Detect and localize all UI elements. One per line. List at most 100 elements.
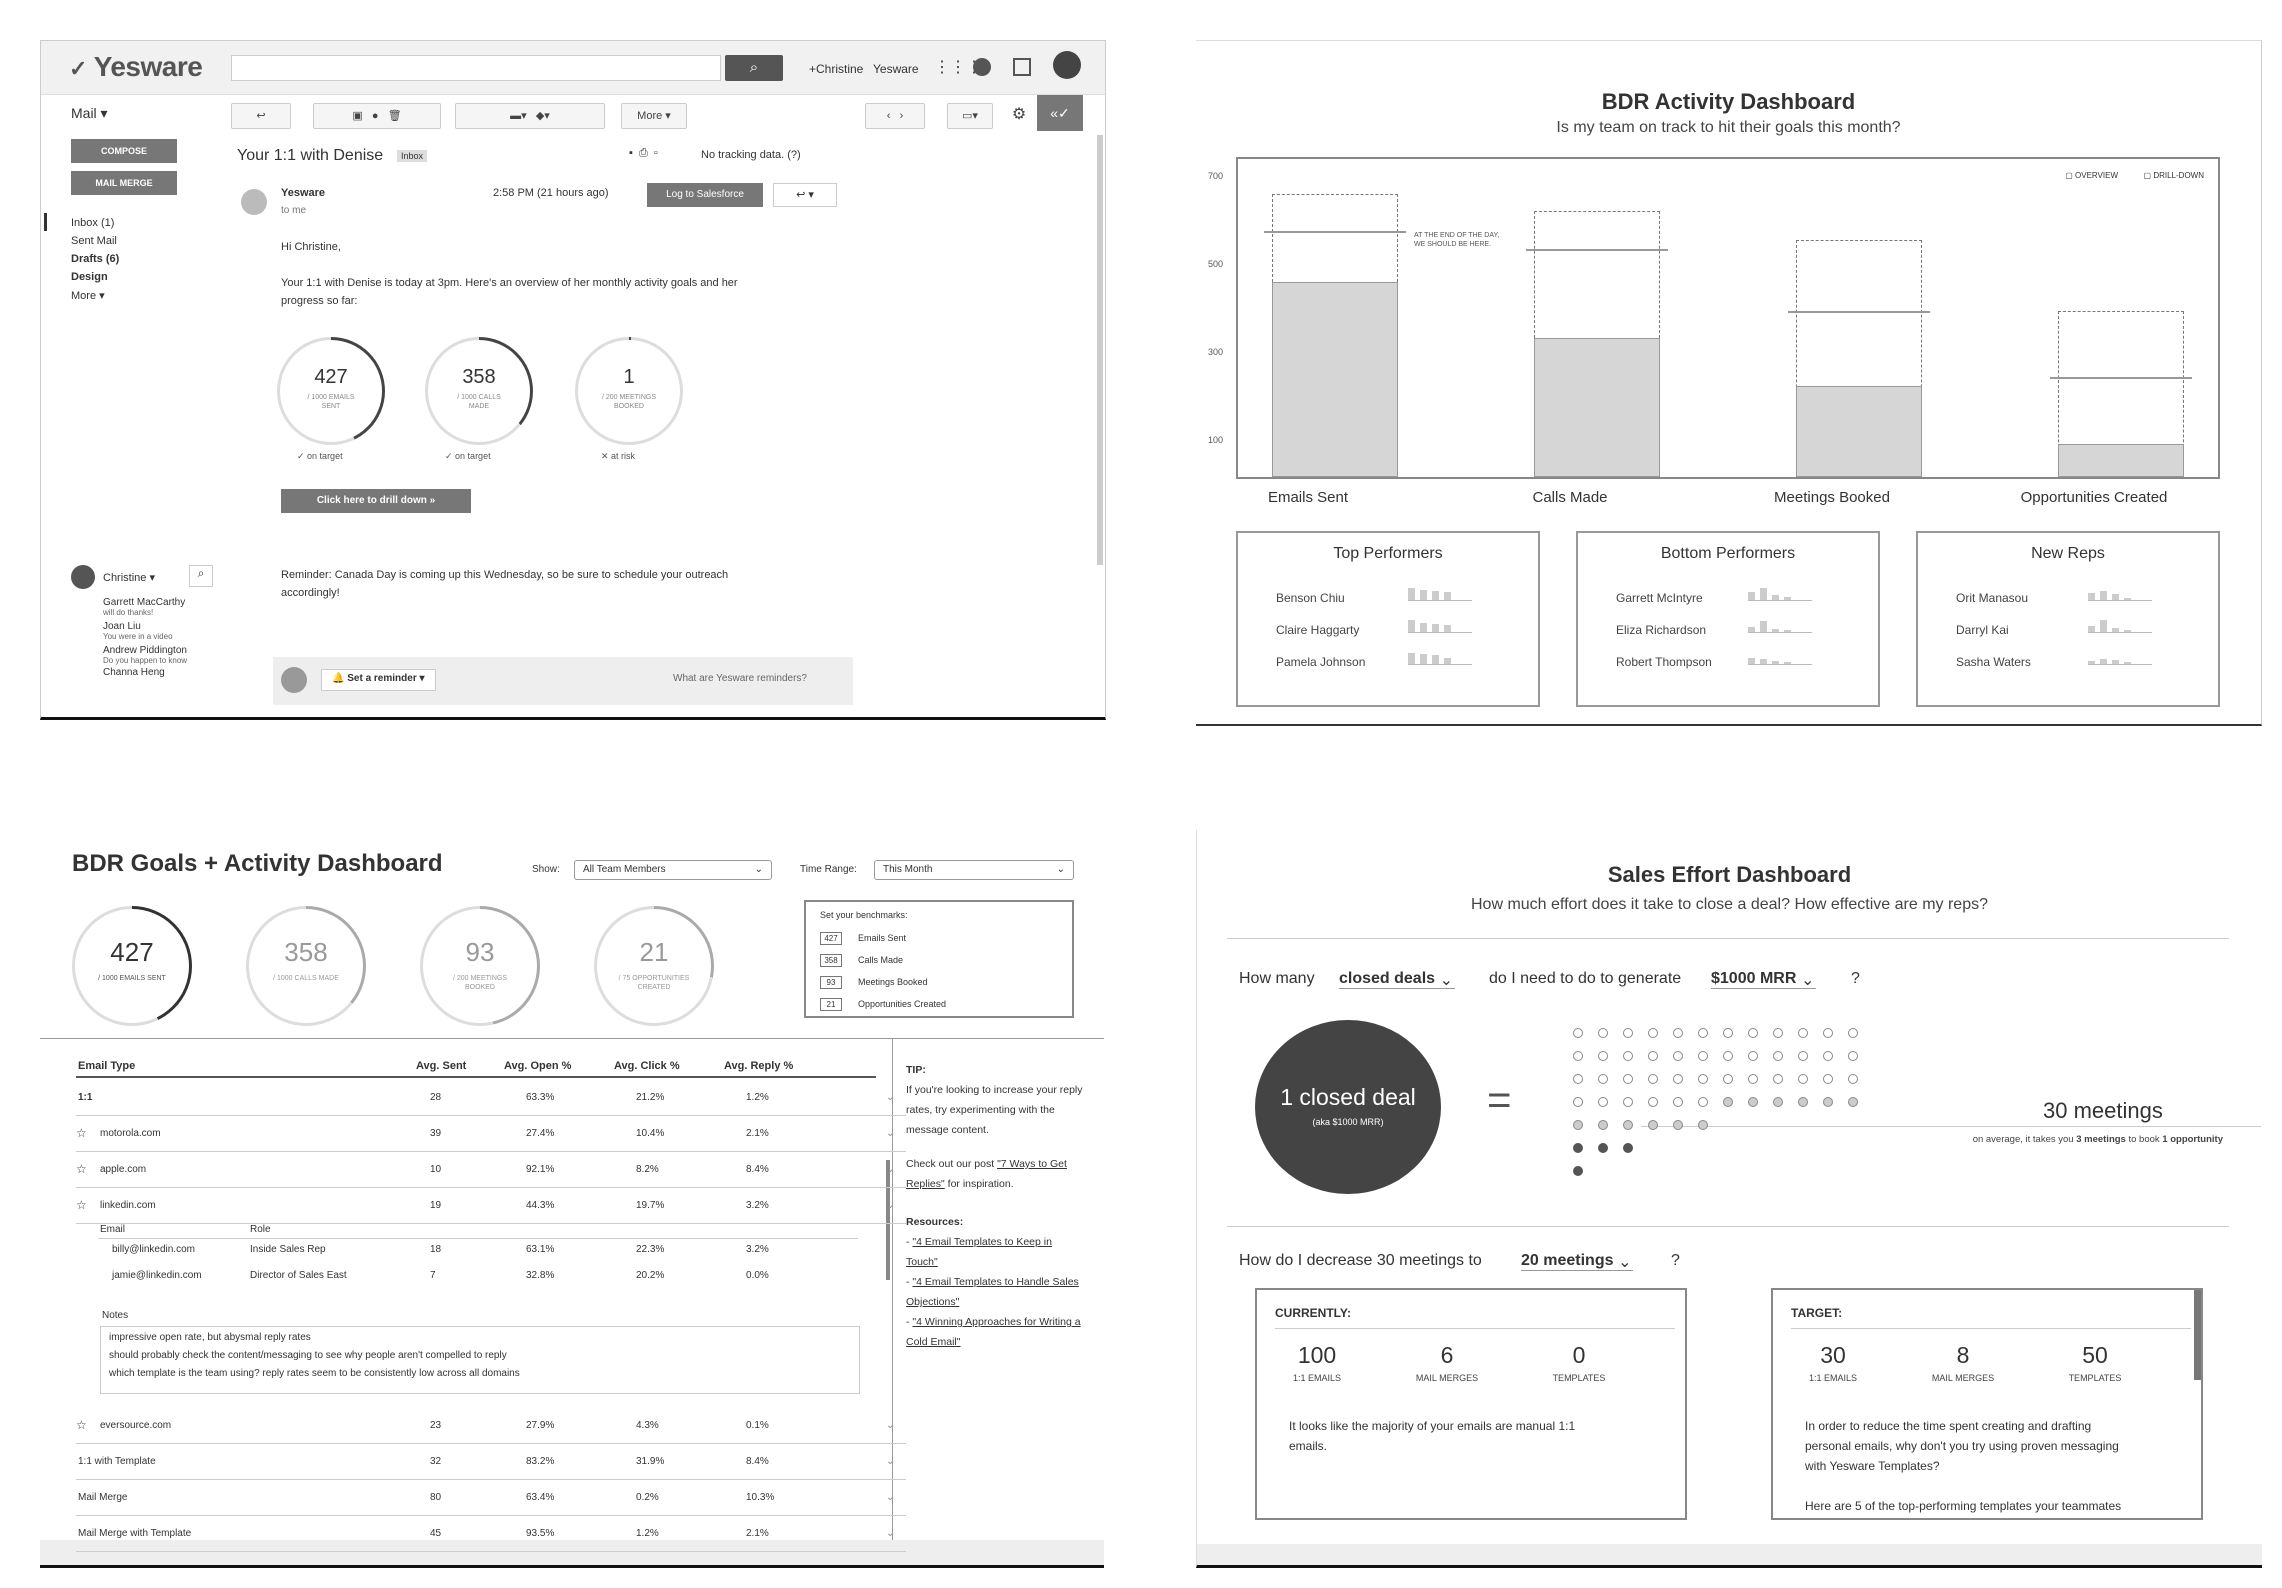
actual-bar[interactable] xyxy=(1796,386,1922,477)
col-header[interactable]: Avg. Reply % xyxy=(724,1060,794,1072)
benchmark-row[interactable]: 21 Opportunities Created xyxy=(820,998,946,1011)
table-row[interactable]: ☆ linkedin.com 19 44.3% 19.7% 3.2% ⌄ xyxy=(76,1188,906,1224)
col-header[interactable]: Avg. Click % xyxy=(614,1060,680,1072)
more-button[interactable]: More ▾ xyxy=(621,103,687,129)
meeting-dot xyxy=(1623,1028,1633,1038)
scrollbar[interactable] xyxy=(1097,135,1103,565)
resource-link[interactable]: "4 Winning Approaches for Writing a Cold… xyxy=(906,1316,1081,1348)
mail-menu[interactable]: Mail ▾ xyxy=(71,105,108,121)
x-label: Opportunities Created xyxy=(2020,489,2168,506)
table-row[interactable]: Mail Merge with Template 45 93.5% 1.2% 2.1% ⌄ xyxy=(76,1516,906,1552)
folder-more[interactable]: More ▾ xyxy=(71,290,105,302)
gear-icon[interactable]: ⚙ xyxy=(1011,106,1027,123)
actual-bar[interactable] xyxy=(1272,282,1398,477)
yesware-sidebar-toggle[interactable]: «✓ xyxy=(1037,95,1083,131)
mrr-dropdown[interactable]: $1000 MRR ⌄ xyxy=(1711,970,1817,989)
search-icon[interactable]: ⌕ xyxy=(189,565,213,587)
recipient[interactable]: to me xyxy=(281,205,307,216)
emails-ring[interactable]: 427/ 1000 EMAILS SENT xyxy=(72,906,192,1026)
compose-button[interactable]: COMPOSE xyxy=(71,139,177,163)
meeting-dot xyxy=(1573,1028,1583,1038)
performer-name[interactable]: Robert Thompson xyxy=(1616,655,1712,669)
benchmark-row[interactable]: 93 Meetings Booked xyxy=(820,976,928,989)
col-header[interactable]: Avg. Sent xyxy=(416,1060,467,1072)
resource-link[interactable]: "4 Email Templates to Handle Sales Objec… xyxy=(906,1276,1079,1308)
chevron-down-icon: ⌄ xyxy=(1800,972,1815,989)
legend-drilldown[interactable]: ▢ DRILL-DOWN xyxy=(2143,171,2204,180)
sub-table-row[interactable]: jamie@linkedin.com Director of Sales East… xyxy=(112,1270,769,1281)
table-row[interactable]: ☆ eversource.com 23 27.9% 4.3% 0.1% ⌄ xyxy=(76,1408,906,1444)
notes-field[interactable]: impressive open rate, but abysmal reply … xyxy=(100,1326,860,1394)
chat-user[interactable]: Christine ▾ xyxy=(103,572,155,584)
notifications-icon[interactable] xyxy=(973,58,991,76)
chat-name[interactable]: Garrett MacCarthy xyxy=(103,597,186,608)
performer-name[interactable]: Darryl Kai xyxy=(1956,623,2009,637)
share-icon[interactable] xyxy=(1013,58,1031,76)
benchmark-row[interactable]: 358 Calls Made xyxy=(820,954,903,967)
apps-grid-icon[interactable]: ⋮⋮⋮ xyxy=(934,59,982,76)
chevron-icon: ⌄ xyxy=(886,1092,895,1103)
col-header[interactable]: Avg. Open % xyxy=(504,1060,572,1072)
sub-table-row[interactable]: billy@linkedin.com Inside Sales Rep 18 63.1… xyxy=(112,1244,769,1255)
actual-bar[interactable] xyxy=(2058,443,2184,477)
keyboard-button[interactable]: ▭▾ xyxy=(947,103,993,129)
performer-name[interactable]: Eliza Richardson xyxy=(1616,623,1707,637)
performer-name[interactable]: Orit Manasou xyxy=(1956,591,2029,605)
drill-down-button[interactable]: Click here to drill down » xyxy=(281,489,471,513)
search-input[interactable] xyxy=(231,55,721,81)
reply-button[interactable]: ↩ ▾ xyxy=(773,183,837,207)
avatar[interactable] xyxy=(1053,51,1081,79)
resource-link[interactable]: "4 Email Templates to Keep in Touch" xyxy=(906,1236,1052,1268)
salesforce-button[interactable]: Log to Salesforce xyxy=(647,183,763,207)
performer-name[interactable]: Claire Haggarty xyxy=(1276,623,1360,637)
performer-name[interactable]: Benson Chiu xyxy=(1276,591,1345,605)
table-row[interactable]: 1:1 28 63.3% 21.2% 1.2% ⌄ xyxy=(76,1080,906,1116)
meeting-dot xyxy=(1623,1120,1633,1130)
actual-bar[interactable] xyxy=(1534,337,1660,477)
target-meetings-dropdown[interactable]: 20 meetings ⌄ xyxy=(1521,1252,1634,1271)
benchmark-row[interactable]: 427 Emails Sent xyxy=(820,932,906,945)
scrollbar[interactable] xyxy=(2194,1290,2201,1380)
back-button[interactable]: ↩ xyxy=(231,103,291,129)
meeting-dot xyxy=(1723,1074,1733,1084)
show-select[interactable]: All Team Members ⌄ xyxy=(574,860,772,880)
col-header[interactable]: Email Type xyxy=(78,1060,136,1072)
performer-name[interactable]: Garrett McIntyre xyxy=(1616,591,1703,605)
chevron-icon: ⌄ xyxy=(886,1420,895,1431)
chat-name[interactable]: Channa Heng xyxy=(103,667,165,678)
benchmarks-title: Set your benchmarks: xyxy=(820,910,908,920)
meetings-ring[interactable]: 93/ 200 MEETINGS BOOKED xyxy=(420,906,540,1026)
sparkline xyxy=(2088,620,2152,633)
folder-design[interactable]: Design xyxy=(71,271,108,283)
post-link[interactable]: "7 Ways to Get Replies" xyxy=(906,1158,1067,1190)
folder-sent[interactable]: Sent Mail xyxy=(71,235,117,247)
folder-drafts[interactable]: Drafts (6) xyxy=(71,253,120,265)
table-row[interactable]: 1:1 with Template 32 83.2% 31.9% 8.4% ⌄ xyxy=(76,1444,906,1480)
folder-inbox[interactable]: Inbox (1) xyxy=(71,217,115,229)
set-reminder-button[interactable]: 🔔 Set a reminder ▾ xyxy=(321,669,436,691)
performer-name[interactable]: Sasha Waters xyxy=(1956,655,2031,669)
legend-overview[interactable]: ▢ OVERVIEW xyxy=(2065,171,2118,180)
inbox-label[interactable]: Inbox xyxy=(397,150,428,162)
deals-dropdown[interactable]: closed deals ⌄ xyxy=(1339,970,1456,989)
user-app-link[interactable]: Yesware xyxy=(873,62,919,76)
mail-merge-button[interactable]: MAIL MERGE xyxy=(71,171,177,195)
chat-name[interactable]: Joan Liu xyxy=(103,621,141,632)
opportunities-ring[interactable]: 21/ 75 OPPORTUNITIES CREATED xyxy=(594,906,714,1026)
pagination-buttons[interactable]: ‹ › xyxy=(865,103,925,129)
performer-name[interactable]: Pamela Johnson xyxy=(1276,655,1366,669)
table-row[interactable]: ☆ apple.com 10 92.1% 8.2% 8.4% ⌄ xyxy=(76,1152,906,1188)
scrollbar[interactable] xyxy=(886,1160,890,1280)
table-row[interactable]: ☆ motorola.com 39 27.4% 10.4% 2.1% ⌄ xyxy=(76,1116,906,1152)
archive-spam-buttons[interactable]: ▣ ● 🗑 xyxy=(313,103,441,129)
table-row[interactable]: Mail Merge 80 63.4% 0.2% 10.3% ⌄ xyxy=(76,1480,906,1516)
user-plus-link[interactable]: +Christine xyxy=(809,62,864,76)
calls-ring[interactable]: 358/ 1000 CALLS MADE xyxy=(246,906,366,1026)
range-select[interactable]: This Month ⌄ xyxy=(874,860,1074,880)
reminder-help-link[interactable]: What are Yesware reminders? xyxy=(673,673,807,684)
search-button[interactable]: ⌕ xyxy=(725,55,783,81)
meeting-dot xyxy=(1598,1051,1608,1061)
print-icons[interactable]: ▪ ⎙ ▫ xyxy=(629,147,658,159)
folder-label-buttons[interactable]: ▬▾ ◆▾ xyxy=(455,103,605,129)
chat-name[interactable]: Andrew Piddington xyxy=(103,645,187,656)
